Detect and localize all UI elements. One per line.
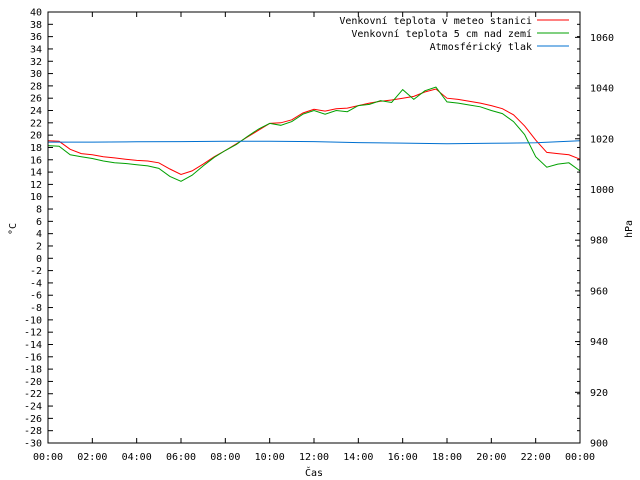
y2-tick-label: 1060: [590, 33, 614, 44]
y-tick-label: 26: [30, 94, 42, 105]
x-tick-label: 16:00: [388, 452, 418, 463]
axes-layer: 4038363432302826242220181614121086420-2-…: [24, 8, 614, 464]
y-tick-label: 14: [30, 168, 42, 179]
y-tick-label: -20: [24, 377, 42, 388]
y2-tick-label: 1020: [590, 134, 614, 145]
x-tick-label: 20:00: [476, 452, 506, 463]
y-tick-label: 32: [30, 57, 42, 68]
y-tick-label: 2: [36, 241, 42, 252]
y-tick-label: -12: [24, 328, 42, 339]
series-line-2: [47, 86, 581, 182]
y-tick-label: 0: [36, 254, 42, 265]
y2-tick-label: 1000: [590, 185, 614, 196]
x-tick-label: 06:00: [166, 452, 196, 463]
y-tick-label: -4: [30, 278, 42, 289]
y-tick-label: 18: [30, 143, 42, 154]
y-tick-label: 40: [30, 8, 42, 19]
y-tick-label: -2: [30, 266, 42, 277]
x-tick-label: 02:00: [77, 452, 107, 463]
y-tick-label: -18: [24, 365, 42, 376]
x-axis-label: Čas: [305, 466, 323, 479]
series-layer: [47, 86, 581, 182]
y-tick-label: -6: [30, 291, 42, 302]
x-tick-label: 14:00: [343, 452, 373, 463]
y-tick-label: -16: [24, 352, 42, 363]
legend-label-2: Venkovní teplota 5 cm nad zemí: [351, 28, 532, 40]
y-tick-label: -26: [24, 414, 42, 425]
legend-label-1: Venkovní teplota v meteo stanici: [339, 15, 532, 27]
y-tick-label: 28: [30, 81, 42, 92]
y-tick-label: 38: [30, 20, 42, 31]
x-tick-label: 00:00: [565, 452, 595, 463]
y2-axis-label: hPa: [624, 220, 635, 238]
series-line-3: [48, 140, 581, 145]
y-tick-label: -14: [24, 340, 42, 351]
y-tick-label: 8: [36, 205, 42, 216]
y-tick-label: 16: [30, 155, 42, 166]
y-tick-label: 4: [36, 229, 42, 240]
y2-tick-label: 980: [590, 236, 608, 247]
y-tick-label: 12: [30, 180, 42, 191]
y2-tick-label: 920: [590, 388, 608, 399]
plot-frame: [47, 11, 581, 444]
y-tick-label: -28: [24, 426, 42, 437]
y-tick-label: -8: [30, 303, 42, 314]
y-tick-label: 6: [36, 217, 42, 228]
y-tick-label: 30: [30, 69, 42, 80]
y-tick-label: 20: [30, 131, 42, 142]
y2-tick-label: 960: [590, 286, 608, 297]
x-tick-label: 08:00: [210, 452, 240, 463]
y-tick-label: 24: [30, 106, 42, 117]
x-tick-label: 22:00: [521, 452, 551, 463]
series-line-1: [47, 88, 581, 176]
y-axis-label: °C: [8, 223, 19, 235]
legend: Venkovní teplota v meteo staniciVenkovní…: [339, 15, 569, 53]
y2-tick-label: 1040: [590, 84, 614, 95]
y-tick-label: 22: [30, 118, 42, 129]
y-tick-label: -10: [24, 315, 42, 326]
x-tick-label: 12:00: [299, 452, 329, 463]
y-tick-label: 10: [30, 192, 42, 203]
x-tick-label: 04:00: [122, 452, 152, 463]
x-tick-label: 18:00: [432, 452, 462, 463]
y-tick-label: 36: [30, 32, 42, 43]
x-tick-label: 10:00: [255, 452, 285, 463]
y2-tick-label: 900: [590, 439, 608, 450]
legend-label-3: Atmosférický tlak: [430, 41, 532, 53]
y2-tick-label: 940: [590, 337, 608, 348]
y-tick-label: -22: [24, 389, 42, 400]
y-tick-label: -30: [24, 439, 42, 450]
y-tick-label: -24: [24, 402, 42, 413]
y-tick-label: 34: [30, 44, 42, 55]
x-tick-label: 00:00: [33, 452, 63, 463]
